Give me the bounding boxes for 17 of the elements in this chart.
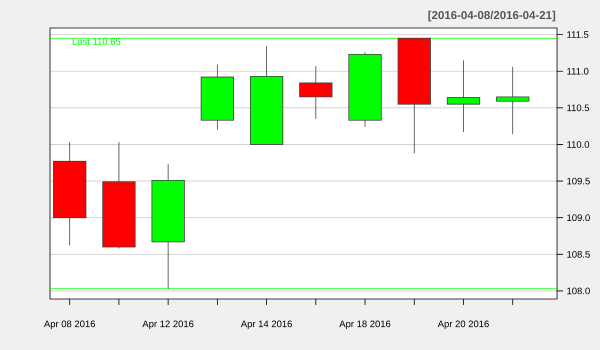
y-tick-label: 110.0 [567, 141, 590, 148]
y-tick-label: 108.5 [567, 250, 590, 258]
x-tick-label: Apr 20 2016 [438, 320, 489, 330]
x-tick-label: Apr 12 2016 [142, 320, 194, 330]
x-tick-label: Apr 08 2016 [44, 320, 96, 330]
chart-subtitle: [2016-04-08/2016-04-21] [428, 10, 556, 22]
y-tick-label: 109.0 [567, 214, 590, 222]
candlestick [496, 66, 530, 135]
y-tick-label: 111.0 [567, 68, 588, 75]
x-tick-label: Apr 18 2016 [339, 320, 390, 330]
x-tick-label: Apr 14 2016 [240, 320, 292, 330]
y-tick-label: 109.5 [567, 178, 590, 184]
y-tick-label: 111.5 [567, 31, 588, 38]
y-tick-label: 110.5 [567, 104, 590, 112]
y-tick-label: 108.0 [567, 288, 590, 294]
candlestick [446, 60, 480, 132]
annotation: Last 110.65 [72, 38, 120, 45]
